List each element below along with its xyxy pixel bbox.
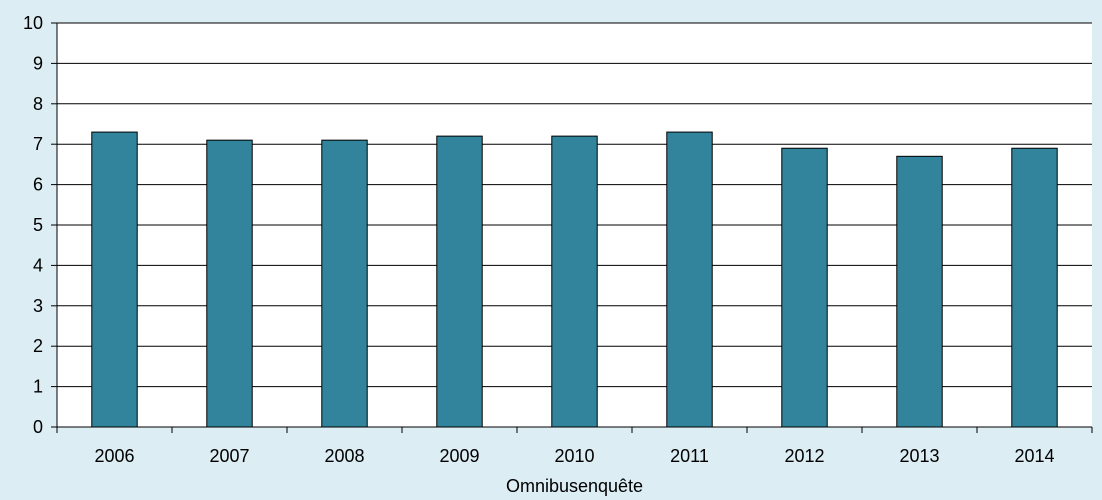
x-tick-label: 2013 <box>899 446 939 466</box>
x-tick-label: 2007 <box>209 446 249 466</box>
y-tick-label: 10 <box>23 13 43 33</box>
x-tick-label: 2011 <box>670 446 709 466</box>
y-tick-label: 0 <box>33 417 43 437</box>
bar-2007 <box>206 139 253 428</box>
x-axis-ticks: 2006 2007 2008 2009 2010 2011 2012 2013 2014 <box>56 427 1093 466</box>
x-axis-title: Omnibusenquête <box>506 476 643 496</box>
bar-2010 <box>551 135 598 428</box>
bar-2014 <box>1011 147 1058 428</box>
y-tick-label: 7 <box>33 134 43 154</box>
bar-2008 <box>321 139 368 428</box>
x-tick-label: 2012 <box>784 446 824 466</box>
bar-2012 <box>781 147 828 428</box>
bar-2013 <box>896 155 943 428</box>
x-tick-label: 2006 <box>94 446 134 466</box>
x-tick-label: 2009 <box>439 446 479 466</box>
bar-2009 <box>436 135 483 428</box>
y-tick-label: 6 <box>33 175 43 195</box>
y-axis-ticks: 0 1 2 3 4 5 6 7 8 9 10 <box>23 13 57 437</box>
y-tick-label: 3 <box>33 296 43 316</box>
x-tick-label: 2010 <box>554 446 594 466</box>
y-tick-label: 5 <box>33 215 43 235</box>
x-tick-label: 2008 <box>324 446 364 466</box>
y-tick-label: 1 <box>33 377 43 397</box>
bar-2011 <box>666 131 713 428</box>
x-tick-label: 2014 <box>1014 446 1054 466</box>
y-tick-label: 9 <box>33 53 43 73</box>
bars <box>91 131 1058 428</box>
y-tick-label: 4 <box>33 255 43 275</box>
bar-2006 <box>91 131 138 428</box>
y-tick-label: 2 <box>33 336 43 356</box>
y-tick-label: 8 <box>33 94 43 114</box>
